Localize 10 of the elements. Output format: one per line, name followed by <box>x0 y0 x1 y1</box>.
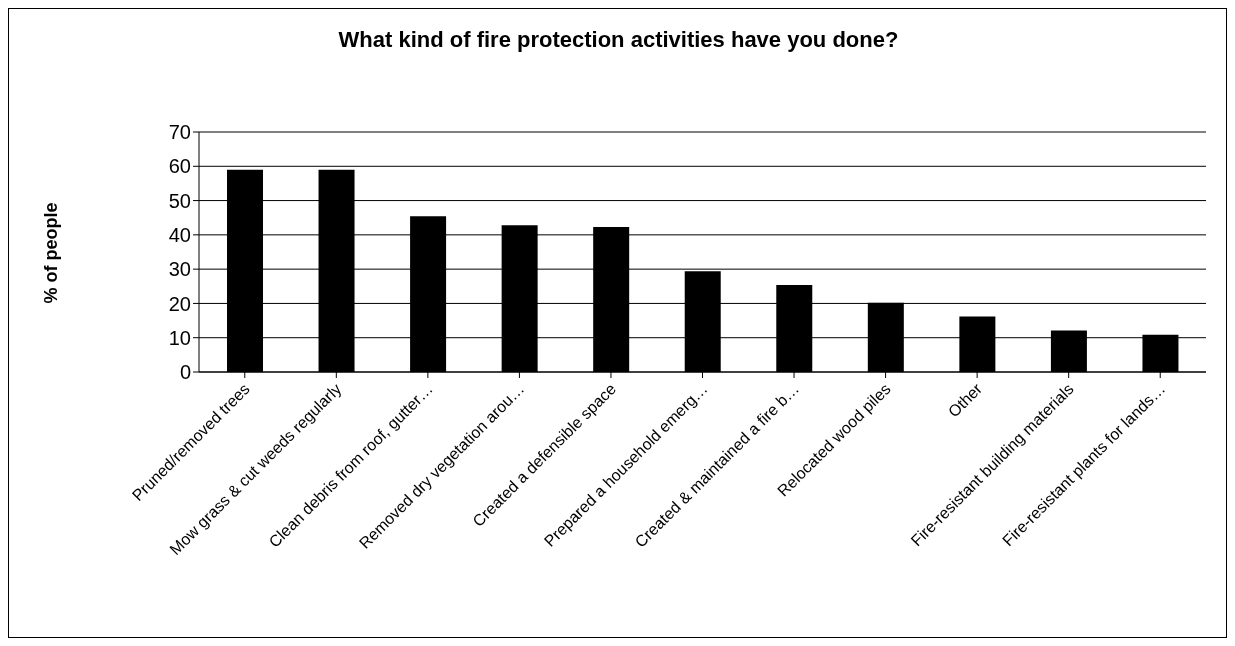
y-tick-label: 30 <box>168 258 191 281</box>
y-axis-title: % of people <box>40 202 62 304</box>
y-tick-label: 60 <box>168 155 191 178</box>
y-tick-label: 0 <box>179 361 191 384</box>
y-tick-label: 20 <box>168 292 191 315</box>
chart-title: What kind of fire protection activities have you done? <box>337 27 900 53</box>
y-tick-label: 10 <box>168 326 191 349</box>
y-tick-label: 70 <box>168 121 191 144</box>
y-tick-label: 40 <box>168 223 191 246</box>
y-tick-label: 50 <box>168 189 191 212</box>
